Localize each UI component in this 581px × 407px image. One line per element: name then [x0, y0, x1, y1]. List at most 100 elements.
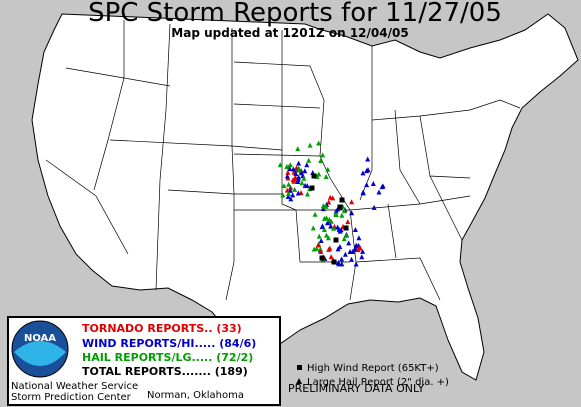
report-marker	[364, 182, 370, 188]
report-marker	[310, 225, 316, 231]
report-marker	[318, 158, 324, 164]
report-marker	[337, 228, 343, 234]
report-marker	[360, 189, 366, 195]
city-label: Norman, Oklahoma	[147, 390, 244, 401]
nws-label: National Weather Service	[11, 381, 138, 392]
report-marker	[286, 190, 292, 196]
report-marker	[304, 162, 310, 168]
report-marker	[339, 212, 345, 218]
report-marker	[337, 244, 343, 250]
report-marker	[290, 166, 296, 172]
report-marker	[316, 140, 322, 146]
report-marker	[349, 199, 355, 205]
report-marker	[348, 256, 354, 262]
report-marker	[327, 245, 333, 251]
report-marker	[360, 170, 366, 176]
report-marker	[288, 184, 294, 190]
report-marker	[317, 246, 323, 252]
report-marker	[286, 181, 292, 187]
wind-count: WIND REPORTS/HI..... (84/6)	[82, 337, 256, 350]
report-marker	[343, 225, 349, 231]
report-marker	[316, 171, 322, 177]
report-marker	[285, 169, 291, 175]
report-marker	[327, 194, 333, 200]
report-marker	[311, 173, 317, 179]
report-markers	[277, 140, 386, 267]
report-marker	[284, 173, 290, 179]
report-marker	[319, 224, 325, 230]
report-marker	[296, 167, 302, 173]
report-marker	[296, 174, 302, 180]
report-marker	[325, 166, 331, 172]
report-marker	[359, 254, 365, 260]
report-marker	[302, 182, 308, 188]
report-marker	[321, 215, 327, 221]
report-marker	[331, 259, 337, 265]
report-marker	[301, 175, 307, 181]
report-marker	[341, 236, 347, 242]
noaa-wave	[14, 341, 66, 366]
report-marker	[344, 232, 350, 238]
report-marker	[295, 190, 301, 196]
report-marker	[321, 227, 327, 233]
report-marker	[370, 181, 376, 187]
report-marker	[360, 248, 366, 254]
report-marker	[333, 237, 339, 243]
report-marker	[337, 204, 343, 210]
report-marker	[280, 192, 286, 198]
report-marker	[287, 162, 293, 168]
report-marker	[352, 226, 358, 232]
report-marker	[365, 167, 371, 173]
report-marker	[312, 211, 318, 217]
report-marker	[325, 235, 331, 241]
us-land	[31, 13, 579, 385]
high-wind-icon	[297, 365, 302, 370]
report-marker	[371, 204, 377, 210]
tornado-count: TORNADO REPORTS.. (33)	[82, 322, 242, 335]
report-marker	[328, 218, 334, 224]
report-marker	[302, 168, 308, 174]
report-marker	[304, 191, 310, 197]
report-marker	[307, 142, 313, 148]
report-marker	[288, 196, 294, 202]
report-marker	[341, 208, 347, 214]
report-marker	[339, 197, 345, 203]
report-marker	[296, 160, 302, 166]
report-marker	[281, 183, 287, 189]
report-marker	[380, 183, 386, 189]
report-marker	[316, 233, 322, 239]
report-marker	[355, 247, 361, 253]
large-hail-key: Large Hail Report (2" dia. +)	[307, 377, 449, 388]
report-marker	[306, 157, 312, 163]
hail-count: HAIL REPORTS/LG..... (72/2)	[82, 351, 253, 364]
report-marker	[376, 189, 382, 195]
report-marker	[323, 173, 329, 179]
report-marker	[333, 212, 339, 218]
report-marker	[339, 256, 345, 262]
spc-label: Storm Prediction Center	[11, 392, 132, 403]
report-marker	[318, 249, 324, 255]
report-marker	[293, 171, 299, 177]
report-marker	[345, 219, 351, 225]
report-marker	[328, 254, 334, 260]
preliminary-notice: PRELIMINARY DATA ONLY	[288, 382, 425, 395]
report-marker	[287, 165, 293, 171]
report-marker	[328, 223, 334, 229]
report-marker	[299, 180, 305, 186]
report-marker	[290, 192, 296, 198]
report-marker	[326, 199, 332, 205]
large-hail-icon	[296, 378, 302, 384]
report-marker	[315, 242, 321, 248]
report-marker	[324, 220, 330, 226]
report-marker	[350, 249, 356, 255]
report-marker	[349, 210, 355, 216]
report-marker	[320, 152, 326, 158]
report-marker	[353, 261, 359, 267]
report-marker	[356, 235, 362, 241]
report-marker	[342, 251, 348, 257]
report-marker	[331, 225, 337, 231]
report-marker	[284, 163, 290, 169]
report-marker	[323, 203, 329, 209]
logo-text: NOAA	[24, 333, 56, 344]
